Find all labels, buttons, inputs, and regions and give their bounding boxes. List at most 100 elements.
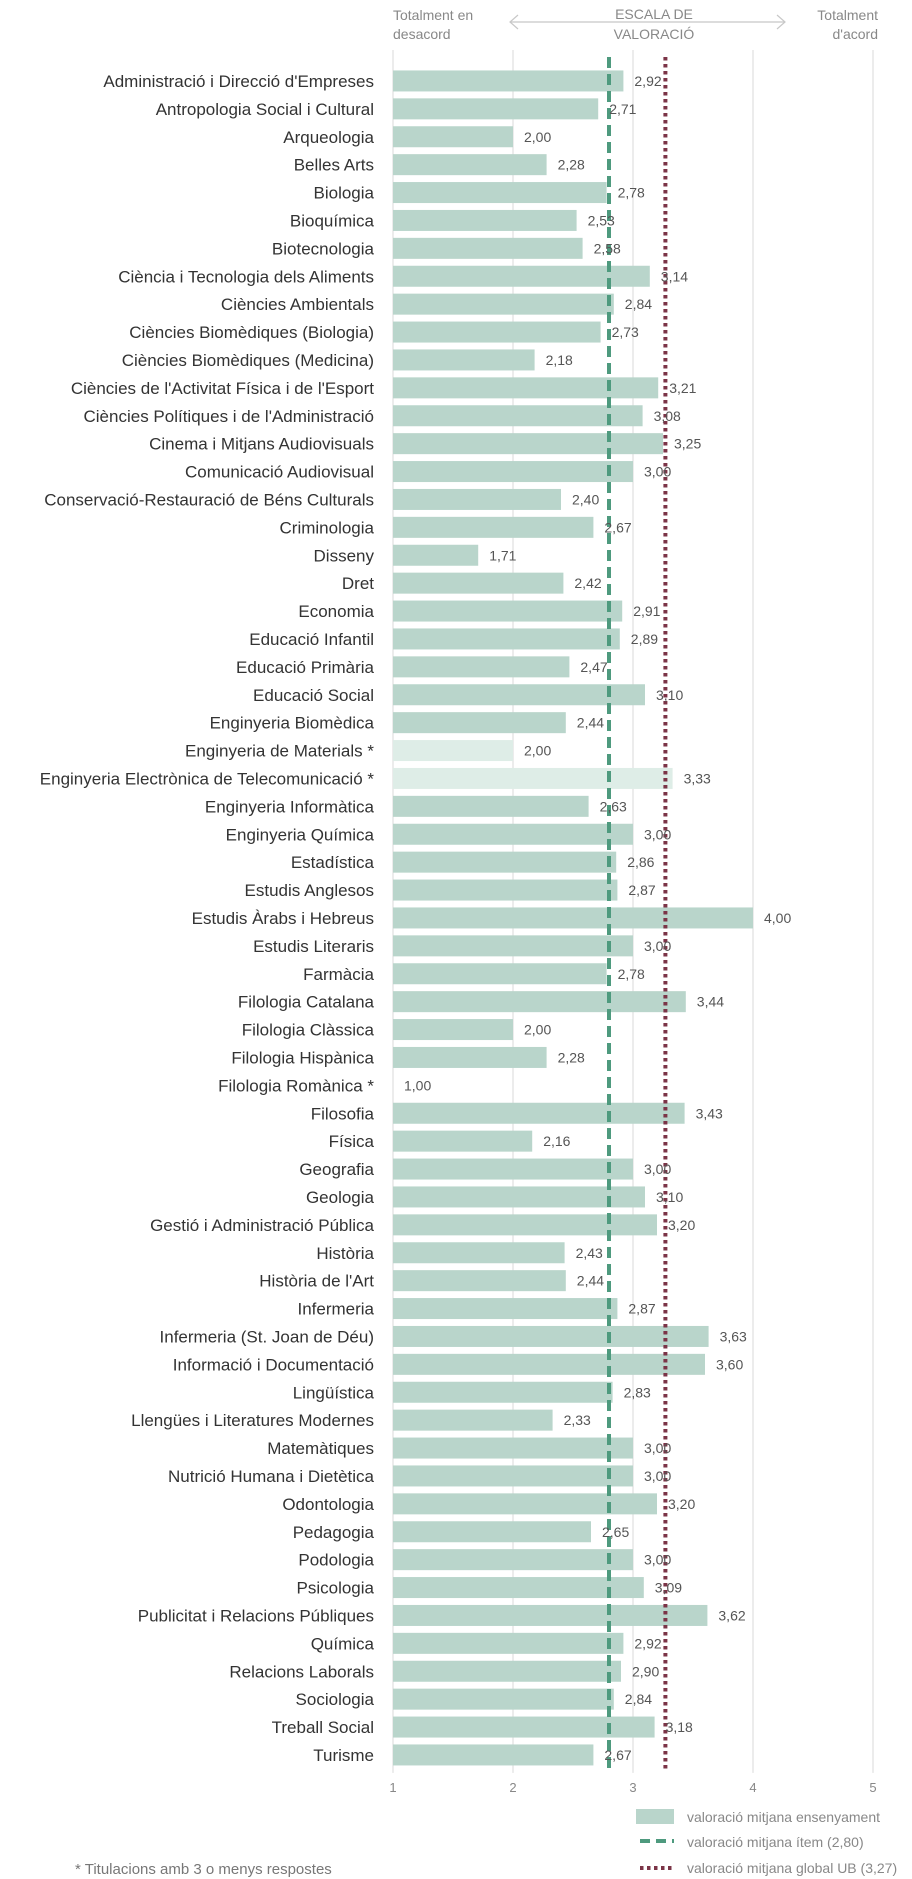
category-label: Cinema i Mitjans Audiovisuals xyxy=(149,435,374,454)
x-tick-label: 4 xyxy=(749,1780,756,1795)
x-axis-ticks: 1 2 3 4 5 xyxy=(389,1780,876,1795)
bar xyxy=(393,1688,614,1710)
category-label: Psicologia xyxy=(297,1579,375,1598)
category-label: Filologia Romànica * xyxy=(218,1076,374,1095)
data-label: 2,28 xyxy=(558,1049,585,1065)
category-label: Conservació-Restauració de Béns Cultural… xyxy=(44,490,374,509)
category-label: Enginyeria Biomèdica xyxy=(210,714,375,733)
data-label: 2,92 xyxy=(634,1635,661,1651)
bar xyxy=(393,572,564,594)
bar xyxy=(393,377,659,399)
data-label: 2,28 xyxy=(558,157,585,173)
bar xyxy=(393,237,583,259)
data-label: 2,00 xyxy=(524,743,551,759)
data-label: 2,40 xyxy=(572,491,599,507)
bar xyxy=(393,851,617,873)
bar xyxy=(393,461,633,483)
category-label: Ciència i Tecnologia dels Aliments xyxy=(118,267,374,286)
data-label: 2,87 xyxy=(628,1301,655,1317)
bar xyxy=(393,405,643,427)
category-label: Ciències Ambientals xyxy=(221,295,374,314)
bar xyxy=(393,1632,624,1654)
data-label: 2,65 xyxy=(602,1524,629,1540)
bar xyxy=(393,98,599,120)
data-label: 2,33 xyxy=(564,1412,591,1428)
category-label: Ciències Biomèdiques (Biologia) xyxy=(129,323,374,342)
category-label: Dret xyxy=(342,574,374,593)
bar xyxy=(393,1353,705,1375)
category-label: Lingüística xyxy=(293,1383,375,1402)
bar xyxy=(393,70,624,92)
bar xyxy=(393,1325,709,1347)
data-label: 3,43 xyxy=(696,1105,723,1121)
reference-lines xyxy=(607,57,668,1769)
data-label: 2,43 xyxy=(576,1245,603,1261)
bar xyxy=(393,1102,685,1124)
header-right-line1: Totalment xyxy=(817,7,878,23)
data-label: 2,44 xyxy=(577,1273,604,1289)
data-label: 2,90 xyxy=(632,1663,659,1679)
data-label: 3,20 xyxy=(668,1496,695,1512)
category-label: Antropologia Social i Cultural xyxy=(156,100,374,119)
header-right-line2: d'acord xyxy=(833,26,878,42)
legend-swatch-bar xyxy=(636,1809,674,1824)
bar xyxy=(393,516,594,538)
data-label: 1,00 xyxy=(404,1077,431,1093)
category-label: Bioquímica xyxy=(290,211,375,230)
category-label: Història xyxy=(316,1244,374,1263)
value-labels: 2,922,712,002,282,782,532,583,142,842,73… xyxy=(404,73,791,1763)
category-label: Geografia xyxy=(299,1160,374,1179)
data-label: 3,10 xyxy=(656,687,683,703)
bar xyxy=(393,265,650,287)
category-label: Infermeria xyxy=(297,1300,374,1319)
data-label: 3,62 xyxy=(718,1607,745,1623)
category-label: Relacions Laborals xyxy=(229,1662,374,1681)
data-label: 2,89 xyxy=(631,631,658,647)
data-label: 2,73 xyxy=(612,324,639,340)
data-label: 3,00 xyxy=(644,938,671,954)
data-label: 2,92 xyxy=(634,73,661,89)
category-label: Geologia xyxy=(306,1188,375,1207)
data-label: 3,08 xyxy=(654,408,681,424)
data-label: 1,71 xyxy=(489,547,516,563)
data-label: 3,18 xyxy=(666,1719,693,1735)
category-label: Enginyeria de Materials * xyxy=(185,742,374,761)
data-label: 2,67 xyxy=(604,1747,631,1763)
data-label: 2,87 xyxy=(628,882,655,898)
category-label: Educació Social xyxy=(253,686,374,705)
bar xyxy=(393,1214,657,1236)
data-label: 3,09 xyxy=(655,1580,682,1596)
category-label: Informació i Documentació xyxy=(173,1355,374,1374)
bar xyxy=(393,740,513,762)
bar xyxy=(393,600,623,622)
scale-arrow-icon xyxy=(509,14,786,30)
data-label: 3,00 xyxy=(644,464,671,480)
data-label: 2,47 xyxy=(580,659,607,675)
bar xyxy=(393,656,570,678)
bar xyxy=(393,349,535,371)
bar xyxy=(393,1298,618,1320)
bar xyxy=(393,823,633,845)
bar xyxy=(393,209,577,231)
header-left-line1: Totalment en xyxy=(393,7,473,23)
data-label: 2,18 xyxy=(546,352,573,368)
data-label: 2,44 xyxy=(577,715,604,731)
data-label: 2,71 xyxy=(609,101,636,117)
data-label: 2,84 xyxy=(625,296,652,312)
category-label: Ciències Biomèdiques (Medicina) xyxy=(122,351,374,370)
data-label: 2,53 xyxy=(588,212,615,228)
category-label: Filosofia xyxy=(311,1104,375,1123)
bar xyxy=(393,684,645,706)
category-label: Biotecnologia xyxy=(272,239,375,258)
bar xyxy=(393,963,607,985)
category-label: Biologia xyxy=(314,184,375,203)
category-label: Estudis Anglesos xyxy=(245,881,374,900)
bar xyxy=(393,544,479,566)
bar xyxy=(393,1270,566,1292)
category-label: Criminologia xyxy=(280,518,375,537)
bar xyxy=(393,935,633,957)
data-label: 3,63 xyxy=(720,1328,747,1344)
category-label: Enginyeria Electrònica de Telecomunicaci… xyxy=(40,769,375,788)
bar xyxy=(393,1019,513,1041)
